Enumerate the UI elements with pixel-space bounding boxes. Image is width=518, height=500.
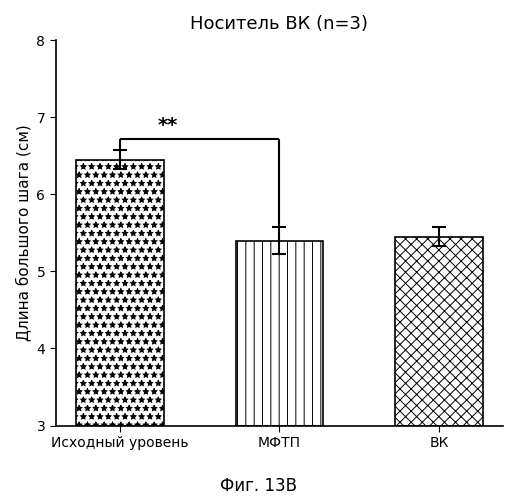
Bar [76, 160, 164, 426]
Bar [395, 236, 483, 426]
Title: Носитель ВК (n=3): Носитель ВК (n=3) [191, 15, 368, 33]
Text: Фиг. 13В: Фиг. 13В [221, 477, 297, 495]
Text: **: ** [157, 116, 178, 135]
Y-axis label: Длина большого шага (см): Длина большого шага (см) [15, 124, 31, 341]
Bar [236, 240, 323, 426]
